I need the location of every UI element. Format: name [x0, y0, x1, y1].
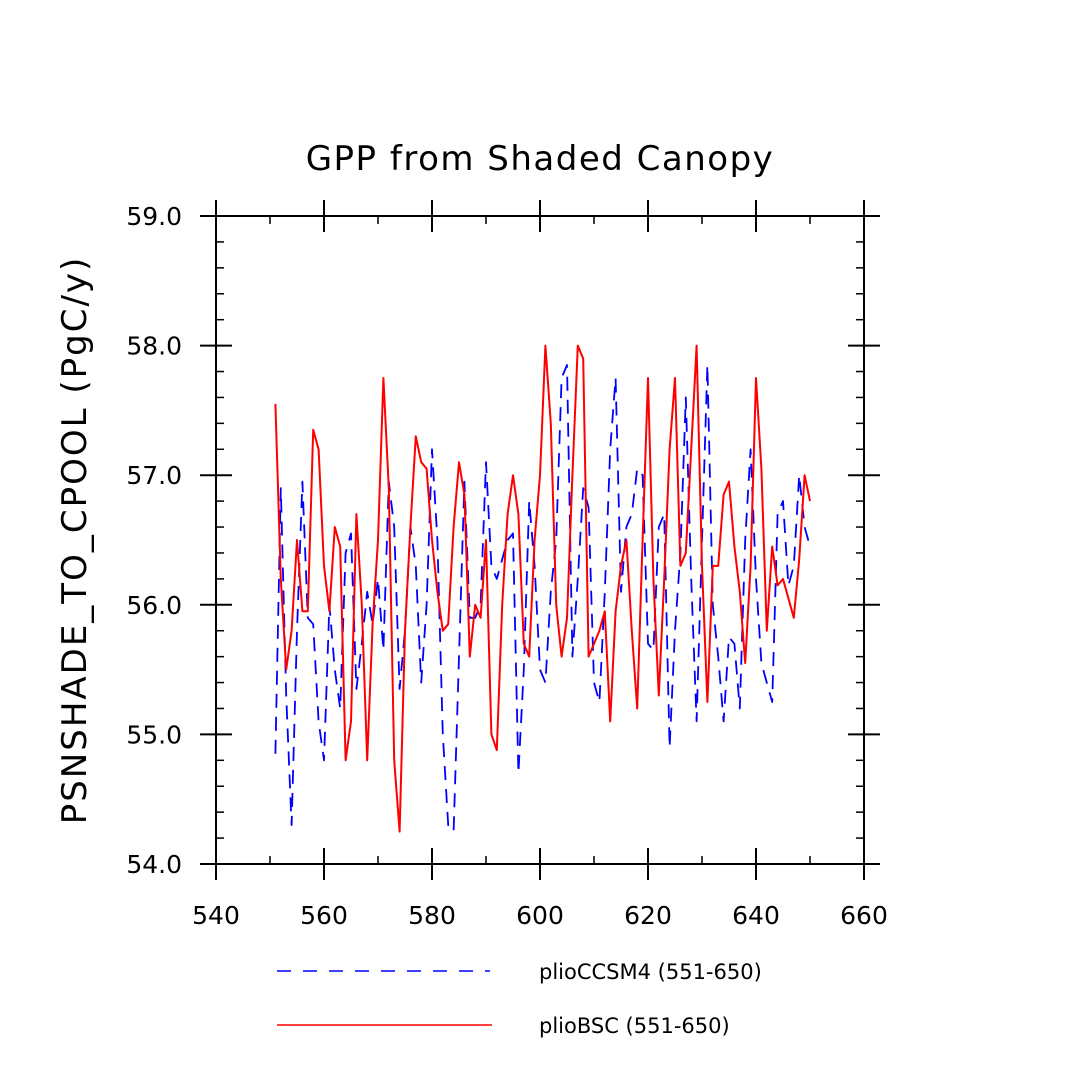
x-tick-label: 580: [408, 901, 456, 930]
legend-label-plioccsm4: plioCCSM4 (551-650): [539, 960, 762, 984]
chart-title: GPP from Shaded Canopy: [306, 139, 775, 179]
axis-ticks: 540 560 580 600 620 640 660 54.0 55.0 56.0 57.0 58.…: [126, 200, 888, 930]
x-tick-label: 660: [840, 901, 888, 930]
y-tick-label: 57.0: [126, 461, 182, 490]
x-tick-label: 620: [624, 901, 672, 930]
series-lines: [274, 344, 811, 833]
x-tick-label: 560: [300, 901, 348, 930]
x-tick-label: 600: [516, 901, 564, 930]
x-tick-label: 540: [192, 901, 240, 930]
legend: plioCCSM4 (551-650) plioBSC (551-650): [277, 960, 762, 1038]
series-line-plioccsm4: [274, 364, 811, 833]
y-tick-label: 58.0: [126, 332, 182, 361]
y-tick-label: 56.0: [126, 591, 182, 620]
y-tick-label: 54.0: [126, 850, 182, 879]
y-axis-label: PSNSHADE_TO_CPOOL (PgC/y): [55, 256, 95, 825]
plot-frame: [215, 215, 865, 865]
y-tick-label: 55.0: [126, 720, 182, 749]
legend-label-pliobsc: plioBSC (551-650): [539, 1014, 730, 1038]
x-tick-label: 640: [732, 901, 780, 930]
y-tick-label: 59.0: [126, 202, 182, 231]
series-line-pliobsc: [274, 344, 811, 833]
